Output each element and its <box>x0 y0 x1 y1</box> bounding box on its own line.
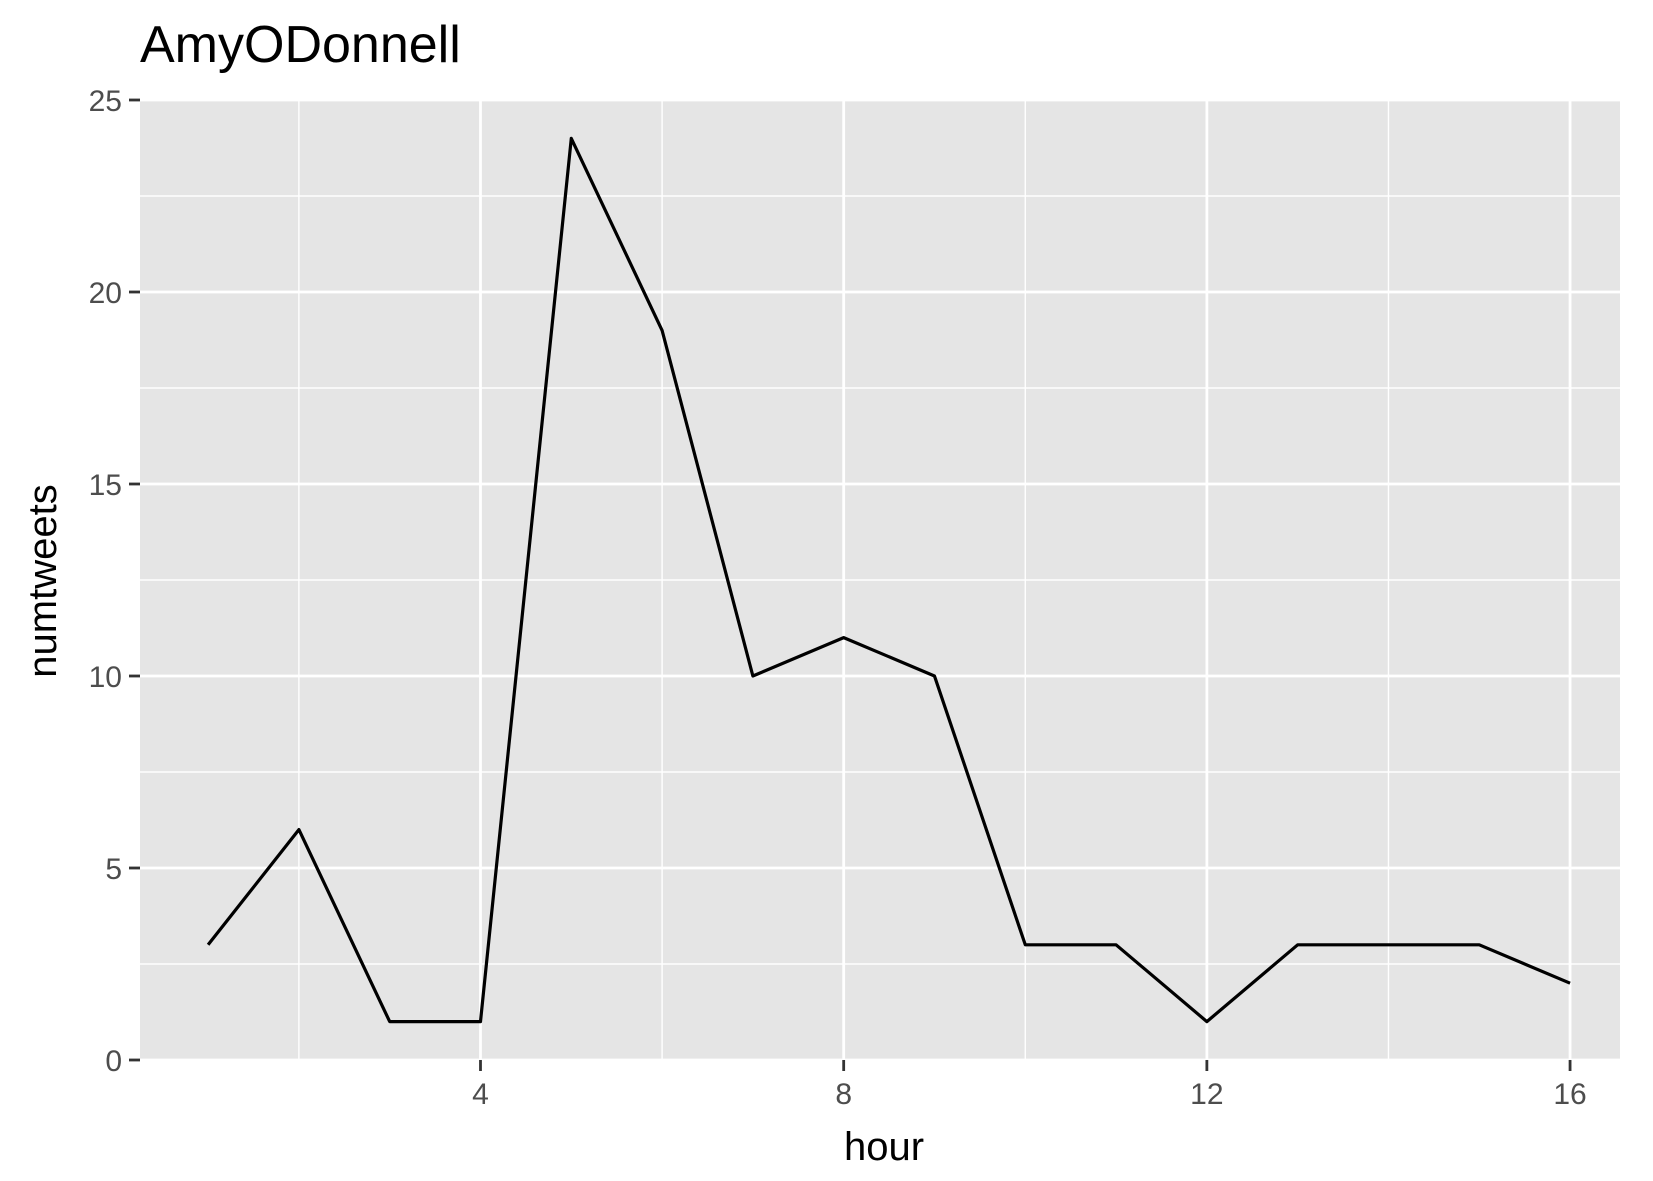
chart-title: AmyODonnell <box>140 16 461 74</box>
series-line <box>206 136 1571 1024</box>
x-tick-label: 4 <box>472 1078 489 1111</box>
y-axis-label: numtweets <box>21 484 65 677</box>
data-point <box>660 328 664 332</box>
data-point <box>1386 943 1390 947</box>
data-point <box>1296 943 1300 947</box>
y-tick-label: 25 <box>89 85 122 118</box>
y-tick-label: 5 <box>105 853 122 886</box>
grid-lines <box>140 98 1620 1062</box>
data-point <box>1477 943 1481 947</box>
x-tick-label: 12 <box>1190 1078 1223 1111</box>
data-point <box>297 828 301 832</box>
data-point <box>1023 943 1027 947</box>
y-tick-label: 10 <box>89 661 122 694</box>
data-point <box>932 674 936 678</box>
data-point <box>1568 981 1572 985</box>
data-point <box>478 1020 482 1024</box>
data-point <box>1205 1020 1209 1024</box>
data-point <box>1114 943 1118 947</box>
data-point <box>842 636 846 640</box>
data-point <box>751 674 755 678</box>
y-tick-label: 15 <box>89 469 122 502</box>
x-axis-label: hour <box>844 1125 924 1169</box>
data-point <box>206 943 210 947</box>
y-tick-label: 20 <box>89 277 122 310</box>
x-tick-label: 8 <box>835 1078 852 1111</box>
axes: 0 5 10 15 20 25 4 8 12 16 <box>89 85 1587 1111</box>
x-tick-label: 16 <box>1553 1078 1586 1111</box>
data-point <box>569 136 573 140</box>
y-tick-label: 0 <box>105 1045 122 1078</box>
data-point <box>388 1020 392 1024</box>
series-layer <box>206 136 1572 1024</box>
